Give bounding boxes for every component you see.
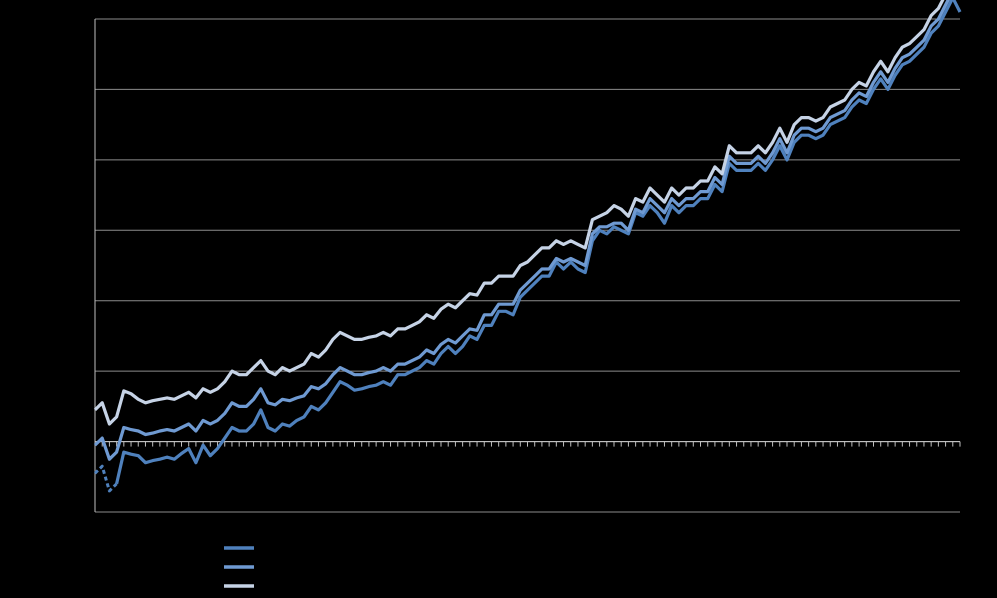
series-3-line (93, 0, 945, 426)
series-1-dashed-start (93, 464, 118, 493)
series-2-line (93, 0, 950, 461)
axes (94, 19, 961, 512)
series-1-line (115, 0, 962, 485)
legend (224, 546, 254, 588)
plot-series (93, 0, 962, 493)
